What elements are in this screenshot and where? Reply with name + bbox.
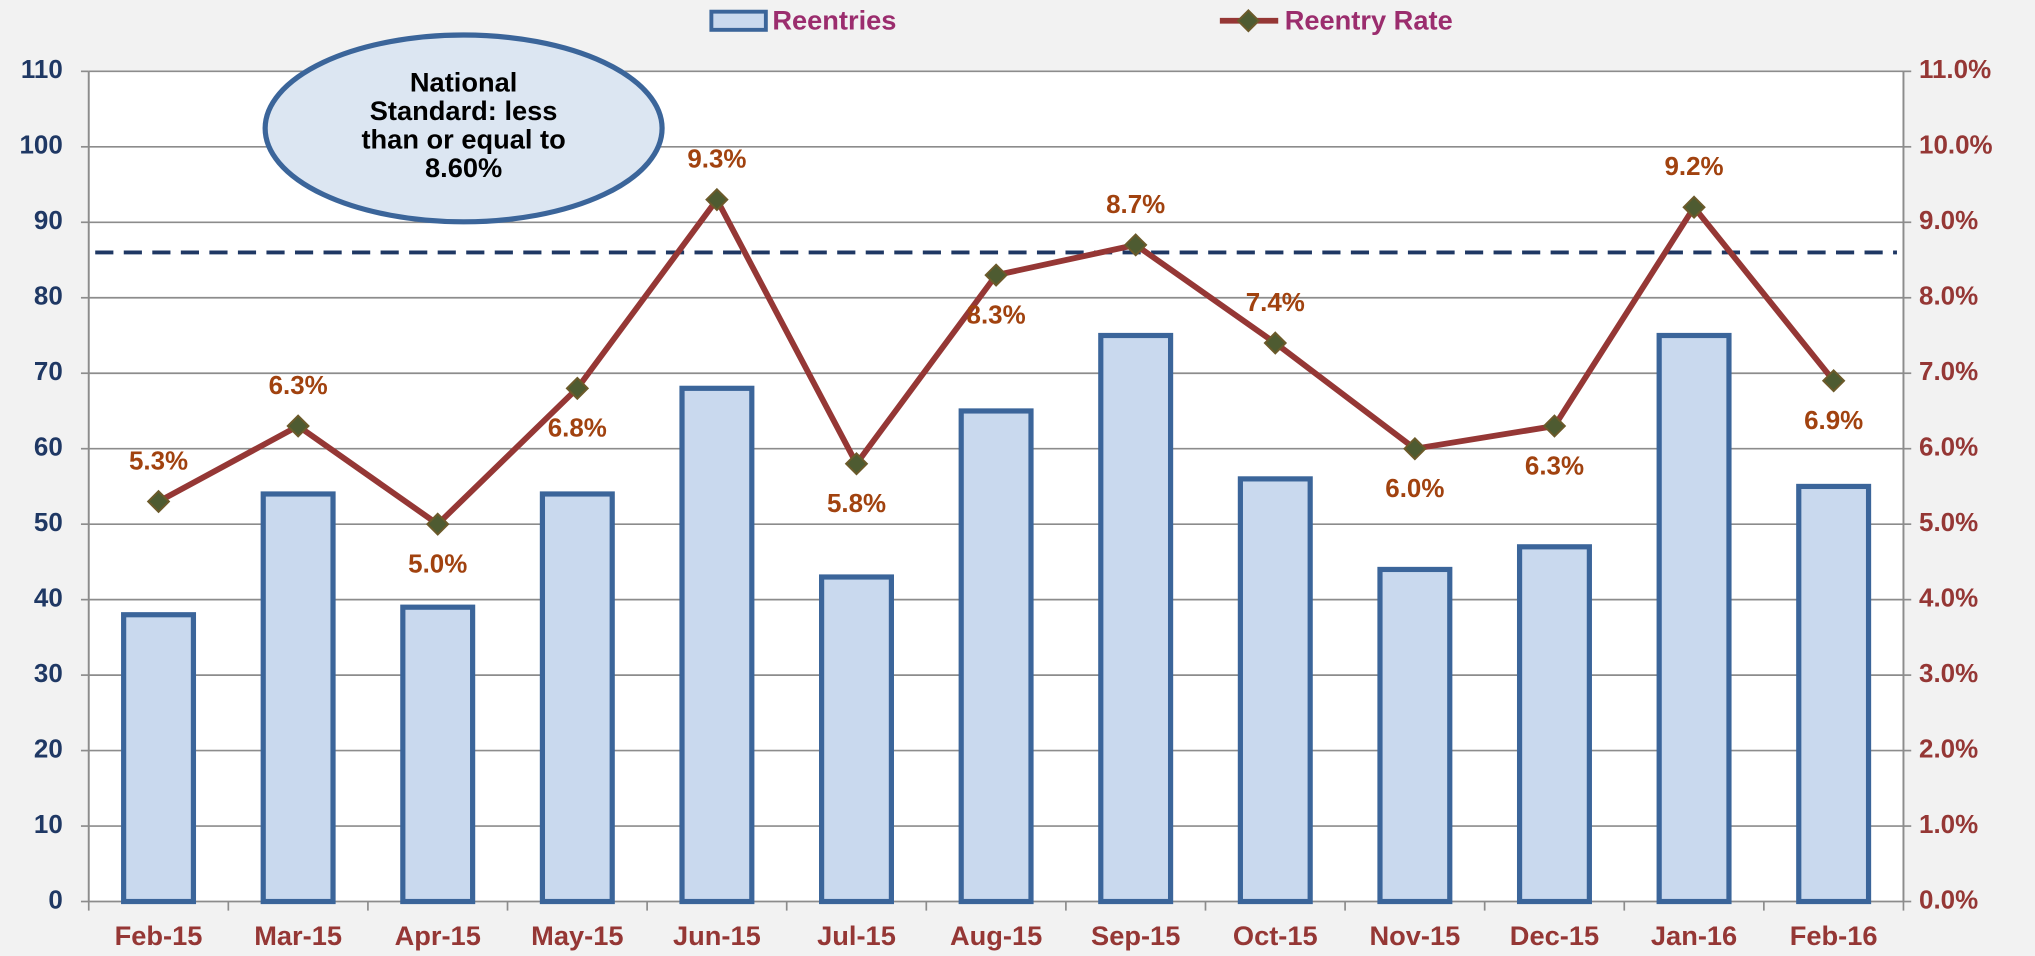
y-tick-label: 50 [34, 509, 63, 537]
rate-marker [146, 489, 171, 514]
rate-marker [844, 452, 869, 476]
data-label: 6.9% [1804, 407, 1863, 435]
data-label: 6.8% [548, 415, 607, 443]
bar [260, 491, 336, 905]
annotation-text: National [410, 67, 517, 98]
rate-marker [565, 376, 590, 401]
bar [1237, 476, 1313, 905]
data-label: 6.0% [1385, 475, 1444, 503]
data-label: 5.0% [408, 551, 467, 579]
rate-marker [1403, 436, 1427, 461]
x-tick-label: Aug-15 [950, 920, 1042, 951]
y-tick-label: 110 [21, 56, 63, 84]
bar [1516, 544, 1592, 905]
y-tick-label: 100 [20, 132, 63, 160]
x-tick-label: Feb-15 [115, 920, 203, 951]
y-tick-label: 10 [34, 811, 63, 839]
data-label: 6.3% [269, 372, 328, 400]
y2-tick-label: 7.0% [1919, 358, 1978, 386]
rate-marker [1821, 369, 1846, 393]
y2-tick-label: 5.0% [1919, 509, 1978, 537]
x-tick-label: Jun-15 [673, 920, 761, 951]
rate-marker [1123, 233, 1148, 257]
annotation-text: Standard: less [370, 95, 558, 126]
data-label: 5.3% [129, 447, 188, 475]
legend-swatch [709, 9, 768, 32]
bar [400, 604, 476, 905]
bar [958, 408, 1034, 905]
x-tick-label: Nov-15 [1369, 920, 1460, 951]
y2-tick-label: 9.0% [1919, 207, 1978, 235]
rate-marker [984, 263, 1008, 287]
y-tick-label: 80 [34, 283, 63, 311]
data-label: 9.2% [1665, 153, 1724, 181]
x-tick-label: Sep-15 [1091, 920, 1180, 951]
y-tick-label: 0 [48, 886, 62, 914]
y-tick-label: 90 [34, 207, 63, 235]
y2-tick-label: 6.0% [1919, 434, 1978, 462]
rate-marker [1542, 414, 1567, 438]
bar [539, 491, 615, 905]
annotation-text: 8.60% [425, 152, 502, 183]
y2-tick-label: 1.0% [1919, 811, 1978, 839]
legend-label: Reentries [772, 4, 896, 35]
legend-label: Reentry Rate [1285, 4, 1453, 35]
data-label: 8.3% [967, 301, 1026, 329]
bar [1377, 566, 1453, 905]
y2-tick-label: 2.0% [1919, 735, 1978, 763]
x-tick-label: Jan-16 [1651, 920, 1737, 951]
bar [679, 385, 755, 905]
bar [1656, 332, 1732, 905]
x-tick-label: Mar-15 [254, 920, 342, 951]
annotation-text: than or equal to [361, 124, 565, 155]
annotation-bubble [262, 32, 665, 225]
y-tick-label: 30 [34, 660, 63, 688]
y2-tick-label: 8.0% [1919, 283, 1978, 311]
y2-tick-label: 11.0% [1919, 56, 1991, 84]
y-tick-label: 20 [34, 735, 63, 763]
data-label: 8.7% [1106, 191, 1165, 219]
rate-marker [425, 512, 450, 536]
y-tick-label: 40 [34, 584, 63, 612]
y2-tick-label: 4.0% [1919, 584, 1978, 612]
bar [1098, 332, 1174, 905]
bar [819, 574, 894, 905]
rate-marker [286, 414, 310, 438]
y-tick-label: 70 [34, 358, 63, 386]
x-tick-label: Apr-15 [395, 920, 481, 951]
data-label: 6.3% [1525, 452, 1584, 480]
x-tick-label: Dec-15 [1510, 920, 1599, 951]
data-label: 5.8% [827, 490, 886, 518]
y2-tick-label: 0.0% [1919, 886, 1978, 914]
x-tick-label: Jul-15 [817, 920, 896, 951]
rate-marker [1263, 331, 1288, 355]
y-tick-label: 60 [34, 434, 63, 462]
data-label: 7.4% [1246, 289, 1305, 317]
legend-marker [1236, 9, 1261, 33]
y2-tick-label: 3.0% [1919, 660, 1978, 688]
y2-tick-label: 10.0% [1919, 132, 1993, 160]
rate-marker [705, 187, 729, 212]
bar [121, 612, 197, 905]
x-tick-label: Feb-16 [1790, 920, 1878, 951]
bar [1796, 483, 1872, 905]
x-tick-label: Oct-15 [1233, 920, 1318, 951]
rate-marker [1682, 195, 1706, 219]
x-tick-label: May-15 [531, 920, 623, 951]
data-label: 9.3% [687, 146, 746, 174]
